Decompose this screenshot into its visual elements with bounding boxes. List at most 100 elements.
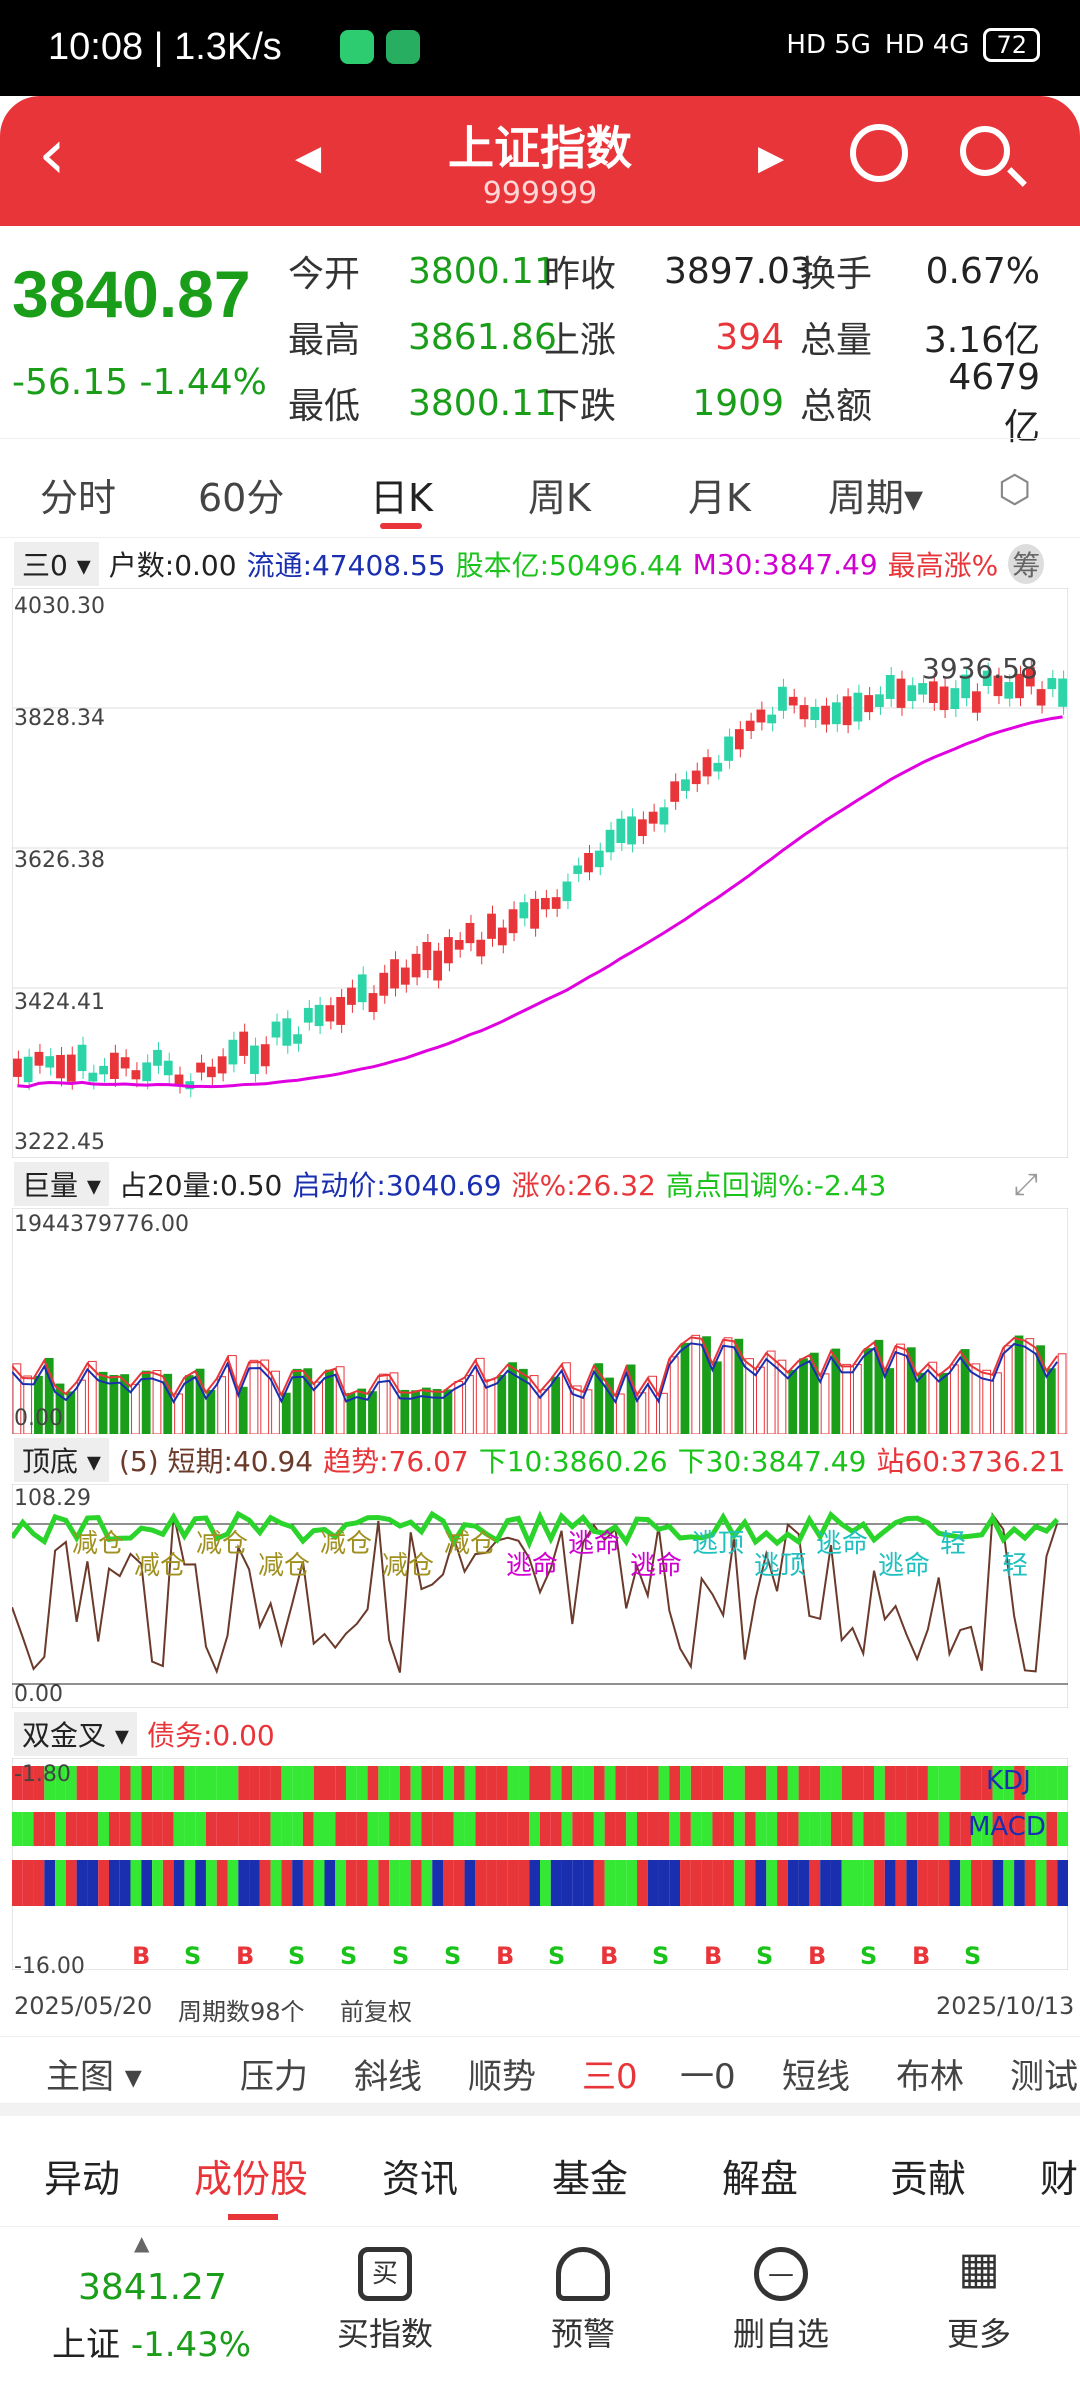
signal-cell <box>971 1860 982 1906</box>
kdj-cell <box>1057 1766 1068 1800</box>
volume-bar <box>228 1355 237 1434</box>
macd-cell <box>443 1812 454 1846</box>
candle-body <box>616 818 626 843</box>
footer-index[interactable]: 上证 -1.43% <box>52 2325 252 2365</box>
volume-chart[interactable] <box>12 1208 1068 1434</box>
expand-icon[interactable]: ⤢ <box>1014 1166 1038 1202</box>
volume-bar <box>1025 1338 1035 1434</box>
tab-main-chart[interactable]: 主图 ▾ <box>46 2057 142 2097</box>
signal-label: 减仓 <box>196 1529 248 1559</box>
tab-period[interactable]: 周期▾ <box>828 476 924 520</box>
tab-test[interactable]: 测试 <box>1010 2057 1078 2097</box>
current-price: 3840.87 <box>12 257 251 331</box>
tab-finance[interactable]: 财 <box>1040 2157 1079 2201</box>
tab-monthly-k[interactable]: 月K <box>688 476 751 520</box>
macd-cell <box>1046 1812 1058 1846</box>
kdj-cell <box>852 1766 864 1800</box>
kdj-cell <box>367 1766 379 1800</box>
kdj-cell <box>1024 1766 1036 1800</box>
y-tick: 3222.45 <box>14 1130 105 1155</box>
candle-body <box>928 681 938 703</box>
tab-bollinger[interactable]: 布林 <box>896 2057 964 2097</box>
volume-bar <box>885 1368 895 1434</box>
tab-constituents[interactable]: 成份股 <box>194 2157 309 2201</box>
macd-cell <box>421 1812 433 1846</box>
signal-label: 减仓 <box>320 1529 372 1559</box>
tab-fenshi[interactable]: 分时 <box>40 476 117 520</box>
double-cross-select[interactable]: 双金叉 ▾ <box>14 1712 137 1756</box>
start-date: 2025/05/20 <box>14 1992 153 2020</box>
kdj-cell <box>669 1766 681 1800</box>
tab-contribution[interactable]: 贡献 <box>890 2157 967 2201</box>
tab-san0[interactable]: 三0 <box>582 2057 638 2097</box>
search-icon[interactable] <box>960 126 1010 176</box>
kdj-cell <box>496 1766 508 1800</box>
macd-cell <box>98 1812 109 1846</box>
volume-bar <box>896 1343 905 1434</box>
kdj-cell <box>281 1766 293 1800</box>
candle-body <box>778 686 787 711</box>
kdj-cell <box>583 1766 594 1800</box>
caret-up-icon[interactable]: ▲ <box>134 2231 150 2255</box>
volume-bar <box>615 1393 625 1434</box>
volume-bar <box>745 1358 755 1434</box>
volume-bar <box>626 1364 636 1434</box>
signal-cell <box>270 1860 282 1906</box>
tab-news[interactable]: 资讯 <box>382 2157 459 2201</box>
candle-body <box>530 898 539 929</box>
volume-bar <box>874 1339 884 1434</box>
topbottom-select[interactable]: 顶底 ▾ <box>14 1438 109 1482</box>
more-button[interactable]: ▦ 更多 <box>946 2243 1011 2354</box>
candle-body <box>648 811 658 824</box>
macd-cell <box>874 1812 885 1846</box>
tab-daily-k[interactable]: 日K <box>370 476 433 520</box>
alert-button[interactable]: 预警 <box>508 2247 658 2355</box>
status-time: 10:08 | 1.3K/s <box>48 26 282 68</box>
vol-tick: 0.00 <box>14 1406 63 1431</box>
tab-momentum[interactable]: 顺势 <box>468 2057 536 2097</box>
tab-trendline[interactable]: 斜线 <box>354 2057 422 2097</box>
volume-indicator-select[interactable]: 巨量 ▾ <box>14 1162 109 1206</box>
tab-funds[interactable]: 基金 <box>552 2157 629 2201</box>
kdj-cell <box>636 1766 648 1800</box>
remove-watchlist-button[interactable]: — 删自选 <box>706 2247 856 2355</box>
buy-index-button[interactable]: 买买指数 <box>310 2247 460 2355</box>
signal-label: 减仓 <box>72 1529 124 1559</box>
kdj-cell <box>108 1766 120 1800</box>
bs-marker: S <box>964 1942 981 1970</box>
back-icon[interactable]: ‹ <box>38 113 66 195</box>
footer-price[interactable]: 3841.27 <box>78 2267 227 2308</box>
signal-cell <box>389 1860 400 1906</box>
signal-cell <box>712 1860 724 1906</box>
kdj-cell <box>507 1766 519 1800</box>
tab-anomaly[interactable]: 异动 <box>44 2157 121 2201</box>
bs-marker: S <box>652 1942 669 1970</box>
macd-cell <box>76 1812 88 1846</box>
volume-bar <box>400 1389 410 1434</box>
main-indicator-select[interactable]: 三0 ▾ <box>14 542 99 586</box>
chip-button[interactable]: 筹 <box>1008 544 1045 584</box>
volume-bar <box>659 1392 668 1434</box>
tab-yi0[interactable]: 一0 <box>680 2057 736 2097</box>
tab-weekly-k[interactable]: 周K <box>528 476 591 520</box>
kdj-cell <box>927 1766 939 1800</box>
tab-60min[interactable]: 60分 <box>198 476 285 520</box>
tab-pressure[interactable]: 压力 <box>240 2057 308 2097</box>
next-stock-icon[interactable]: ▶ <box>758 138 785 178</box>
tab-shortline[interactable]: 短线 <box>782 2057 850 2097</box>
robot-assistant-icon[interactable] <box>850 124 908 182</box>
tab-analysis[interactable]: 解盘 <box>722 2157 799 2201</box>
kdj-cell <box>249 1766 260 1800</box>
kdj-cell <box>1014 1766 1025 1800</box>
bs-marker: S <box>444 1942 461 1970</box>
volume-bar <box>917 1372 927 1434</box>
candle-body <box>918 683 927 695</box>
prev-stock-icon[interactable]: ◀ <box>295 138 322 178</box>
volume-bar <box>852 1363 862 1434</box>
settings-hexagon-icon[interactable]: ⬡ <box>998 467 1032 511</box>
signal-cell <box>141 1860 153 1906</box>
kline-chart[interactable] <box>12 588 1068 1158</box>
kdj-cell <box>33 1766 45 1800</box>
